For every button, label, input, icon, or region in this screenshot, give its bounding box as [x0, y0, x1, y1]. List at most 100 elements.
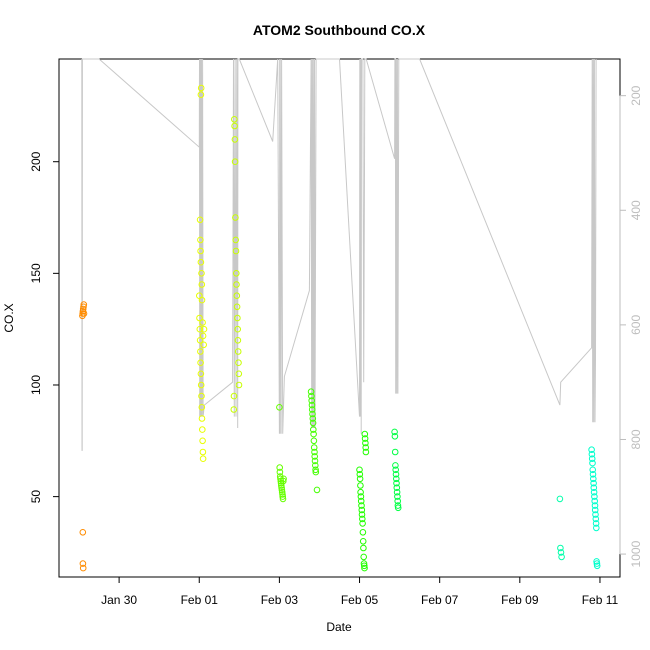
data-points-group — [79, 84, 601, 572]
x-tick-label: Feb 05 — [341, 593, 379, 607]
data-point — [392, 466, 400, 474]
data-point — [197, 348, 204, 355]
data-point — [591, 506, 599, 514]
data-point — [593, 560, 601, 567]
x-axis-label: Date — [326, 620, 352, 634]
data-point — [199, 455, 207, 463]
data-point — [360, 560, 368, 567]
data-point — [308, 401, 316, 409]
data-point — [392, 471, 400, 478]
data-point — [393, 484, 401, 492]
data-point — [231, 158, 239, 165]
data-point — [309, 415, 317, 422]
data-point — [359, 529, 367, 536]
data-point — [198, 270, 205, 277]
data-point — [393, 488, 401, 496]
data-point — [592, 515, 600, 523]
data-point — [276, 404, 283, 411]
data-point — [556, 495, 564, 503]
data-point — [231, 136, 239, 143]
data-point — [198, 415, 206, 422]
data-point — [393, 475, 400, 483]
data-point — [196, 314, 203, 322]
y-tick-label: 150 — [29, 263, 43, 283]
data-point — [197, 84, 205, 92]
x-tick-label: Feb 09 — [501, 593, 539, 607]
data-point — [588, 455, 596, 463]
data-point — [359, 520, 366, 527]
data-point — [309, 419, 317, 427]
data-point — [279, 493, 287, 500]
data-point — [196, 325, 204, 333]
data-point — [310, 444, 318, 451]
data-point — [197, 91, 205, 98]
data-point — [280, 477, 287, 485]
data-point — [361, 430, 369, 438]
data-point — [591, 497, 599, 505]
data-point — [590, 479, 597, 487]
data-point — [358, 511, 366, 518]
x-axis: Jan 30 Feb 01 Feb 03 Feb 05 Feb 07 Feb 09 Feb … — [101, 577, 619, 607]
data-point — [278, 488, 286, 496]
data-point — [361, 435, 369, 442]
data-point — [361, 562, 368, 570]
data-point — [356, 466, 363, 474]
chart-title: ATOM2 Southbound CO.X — [253, 22, 426, 38]
data-point — [231, 122, 238, 130]
data-point — [196, 337, 204, 344]
data-point — [394, 504, 402, 512]
data-point — [310, 430, 317, 438]
plot-frame — [58, 58, 621, 578]
data-point — [589, 471, 597, 478]
data-point — [588, 450, 596, 458]
data-point — [310, 426, 317, 433]
data-point — [593, 558, 600, 565]
data-point — [361, 564, 368, 572]
data-point — [311, 457, 319, 465]
data-point — [593, 562, 601, 570]
data-point — [197, 359, 204, 367]
data-point — [199, 319, 206, 326]
depth-trace-group — [81, 58, 597, 451]
data-point — [234, 337, 242, 344]
data-point — [200, 341, 207, 349]
data-point — [307, 388, 315, 396]
data-point — [230, 406, 238, 413]
data-point — [233, 270, 240, 277]
data-point — [278, 484, 285, 492]
data-point — [280, 475, 287, 483]
data-point — [357, 488, 364, 496]
data-point — [197, 236, 204, 244]
data-point — [198, 296, 206, 304]
data-point — [589, 459, 596, 467]
y-tick-label: 50 — [29, 490, 43, 504]
data-point — [358, 502, 365, 509]
data-point — [357, 497, 365, 505]
data-point — [362, 444, 370, 451]
data-point — [308, 397, 316, 404]
right-y-tick-label: 400 — [629, 200, 643, 220]
data-point — [592, 511, 599, 518]
data-point — [590, 484, 598, 492]
data-point — [232, 236, 239, 244]
data-point — [308, 392, 315, 400]
x-tick-label: Feb 11 — [582, 593, 619, 607]
data-point — [590, 475, 597, 483]
data-point — [308, 406, 316, 413]
data-point — [233, 292, 241, 300]
data-point — [233, 281, 240, 288]
data-point — [231, 116, 238, 123]
right-y-tick-label: 1000 — [629, 540, 643, 567]
y-tick-label: 100 — [29, 375, 43, 395]
data-point — [199, 426, 206, 433]
data-point — [394, 493, 401, 500]
data-point — [235, 359, 242, 367]
data-point — [593, 524, 600, 532]
data-point — [557, 549, 565, 556]
data-point — [362, 439, 369, 447]
data-point — [359, 538, 367, 545]
data-point — [276, 468, 284, 476]
data-point — [230, 392, 238, 400]
x-tick-label: Feb 03 — [261, 593, 299, 607]
data-point — [357, 482, 364, 489]
